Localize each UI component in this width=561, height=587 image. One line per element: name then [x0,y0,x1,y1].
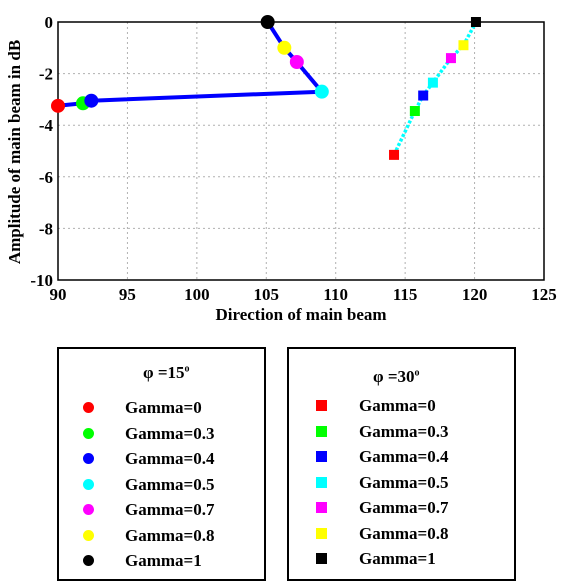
legend-marker [316,425,327,437]
series-line-1 [57,20,324,108]
legend-marker [83,427,94,439]
series-2-point-4 [427,77,438,88]
legend-label: Gamma=1 [359,549,436,568]
legend-title-phi-15: φ =15o [143,363,190,383]
legend-label: Gamma=0.7 [125,500,215,519]
series-2-point-2 [409,106,420,117]
y-axis-label: Amplitude of main beam in dB [5,40,24,264]
series-1-point-1 [51,98,65,113]
legend-label: Gamma=0.4 [359,447,449,466]
chart: 90 95 100 105 110 115 120 125 0 -2 -4 -6 -8 -10 Dire… [5,13,557,324]
legend-marker [83,478,94,490]
legend-title-degree: o [414,367,420,379]
series-2-point-1 [389,149,400,160]
x-tick-label: 95 [119,285,136,304]
y-ticks: 0 -2 -4 -6 -8 -10 [30,13,53,290]
x-axis-label: Direction of main beam [215,305,386,324]
series-2-point-6 [458,40,469,51]
legend-phi-30: φ =30o Gamma=0 Gamma=0.3 Gamma=0.4 Gamma=0.… [287,347,516,581]
series-1-point-3 [84,93,99,108]
legend-marker [316,553,327,564]
legend-title-degree: o [184,363,190,375]
y-tick-label: -8 [39,219,53,238]
legend-phi-15: φ =15o Gamma=0 Gamma=0.3 Gamma=0.4 Gamma=0.… [57,347,266,581]
legend-marker [316,502,327,513]
series-1-point-4 [314,84,329,99]
legend-label: Gamma=0 [359,396,436,415]
legend-label: Gamma=0.5 [125,474,215,494]
y-tick-label: -4 [39,116,54,135]
legend-label: Gamma=0.3 [359,421,449,441]
legend-label: Gamma=0.4 [125,449,215,468]
legend-marker [316,451,327,462]
plot-frame [57,21,545,281]
legend-label: Gamma=1 [125,551,202,570]
series-lines [57,20,478,156]
x-tick-label: 125 [531,285,557,304]
series-markers [51,15,481,160]
x-ticks: 90 95 100 105 110 115 120 125 [50,285,557,304]
legend-label: Gamma=0.5 [359,472,449,492]
y-tick-label: -2 [39,65,53,84]
legend-marker [316,527,327,539]
x-tick-label: 105 [254,285,280,304]
legend-marker [83,504,94,515]
y-tick-label: 0 [45,13,54,32]
legend-title-main: φ =30 [373,367,415,386]
legend-label: Gamma=0.8 [359,523,449,543]
legend-marker [83,402,94,413]
x-tick-label: 115 [393,285,418,304]
series-1-point-5 [289,54,304,69]
legend-label: Gamma=0 [125,398,202,417]
x-tick-label: 120 [462,285,488,304]
legend-marker [83,529,94,541]
y-tick-label: -10 [30,271,53,290]
legend-title-phi-30: φ =30o [373,367,420,387]
legend-marker [83,453,94,464]
series-1-point-6 [277,40,292,55]
legend-label: Gamma=0.3 [125,423,215,443]
series-2-point-3 [418,90,429,101]
series-2-point-5 [445,53,456,64]
series-2-point-7 [470,17,481,27]
series-1-point-7 [260,15,275,29]
legend-label: Gamma=0.8 [125,525,215,545]
legend-label: Gamma=0.7 [359,498,449,517]
legend-title-main: φ =15 [143,363,185,382]
x-tick-label: 100 [184,285,210,304]
legend-marker [83,555,94,566]
legend-marker [316,400,327,411]
x-tick-label: 110 [323,285,348,304]
y-tick-label: -6 [39,168,53,187]
legend-marker [316,476,327,488]
x-tick-label: 90 [50,285,67,304]
